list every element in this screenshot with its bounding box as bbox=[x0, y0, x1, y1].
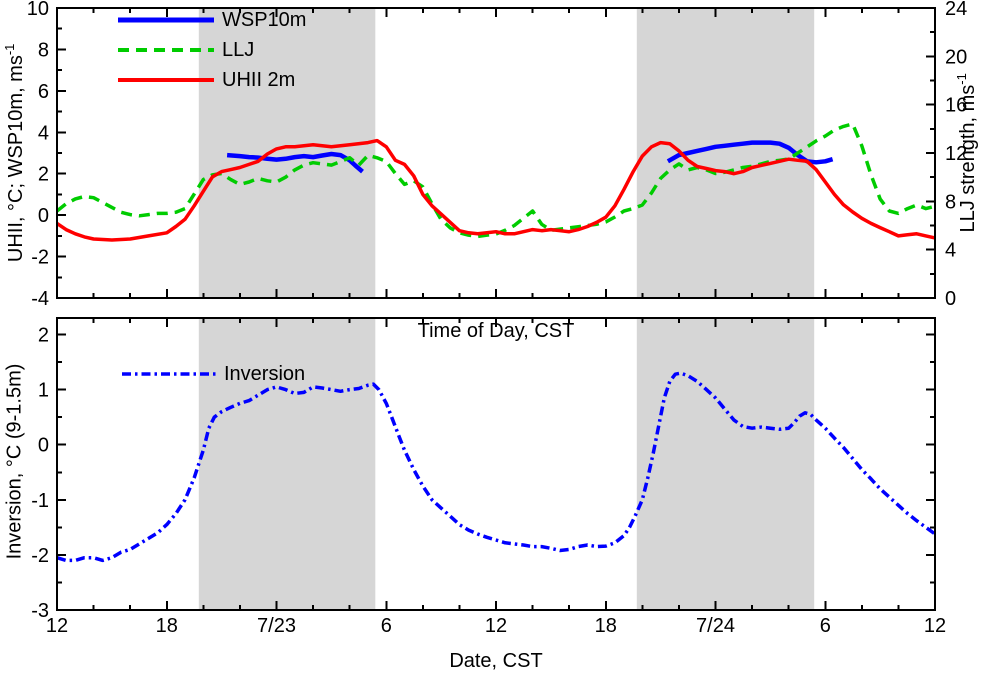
x-tick-label: 18 bbox=[595, 615, 617, 637]
top-left-axis-label: UHII, °C; WSP10m, ms-1 bbox=[2, 0, 28, 313]
y-tick-label-left: 8 bbox=[38, 39, 49, 61]
y-tick-label-right: 16 bbox=[945, 95, 967, 117]
y-tick-label-left: -2 bbox=[31, 247, 49, 269]
y-tick-label-left: -3 bbox=[31, 600, 49, 622]
series-uhii-2m-line bbox=[56, 138, 936, 242]
y-tick-label-right: 24 bbox=[945, 0, 967, 20]
series-llj-line bbox=[55, 122, 936, 239]
series-inversion-line bbox=[56, 371, 937, 563]
legend-label-uhii-2m: UHII 2m bbox=[222, 69, 296, 91]
y-tick-label-left: 0 bbox=[38, 435, 49, 457]
y-tick-label-right: 12 bbox=[945, 143, 967, 165]
bottom-left-axis-label: Inversion, °C (9-1.5m) bbox=[4, 302, 27, 622]
y-tick-label-right: 20 bbox=[945, 46, 967, 68]
night-band bbox=[198, 318, 376, 610]
legend-label-llj: LLJ bbox=[222, 39, 255, 61]
top-panel-xaxis-title: Time of Day, CST bbox=[417, 320, 575, 342]
y-tick-label-left: 4 bbox=[38, 122, 49, 144]
y-tick-label-left: 10 bbox=[27, 0, 49, 20]
bottom-left-axis-label-text: Inversion, °C (9-1.5m) bbox=[3, 363, 26, 560]
y-tick-label-right: 8 bbox=[945, 191, 956, 213]
y-tick-label-left: -4 bbox=[31, 288, 49, 310]
legend-label-wsp10m: WSP10m bbox=[222, 9, 307, 31]
y-tick-label-left: -1 bbox=[31, 490, 49, 512]
top-left-axis-label-sup: -1 bbox=[2, 43, 18, 56]
x-tick-label: 7/23 bbox=[257, 615, 296, 637]
y-tick-label-left: 1 bbox=[38, 380, 49, 402]
y-tick-label-right: 4 bbox=[945, 240, 956, 262]
y-tick-label-right: 0 bbox=[945, 288, 956, 310]
night-band bbox=[636, 318, 815, 610]
xaxis-title: Date, CST bbox=[449, 650, 543, 672]
legend-label-inversion: Inversion bbox=[224, 363, 306, 385]
top-right-axis-label-text: LLJ strength, ms bbox=[956, 84, 979, 233]
night-band bbox=[636, 8, 815, 298]
y-tick-label-left: 2 bbox=[38, 325, 49, 347]
top-left-axis-label-text: UHII, °C; WSP10m, ms bbox=[4, 55, 27, 263]
x-tick-label: 12 bbox=[924, 615, 946, 637]
x-tick-label: 7/24 bbox=[696, 615, 735, 637]
y-tick-label-left: 2 bbox=[38, 164, 49, 186]
x-tick-label: 12 bbox=[485, 615, 507, 637]
x-tick-label: 6 bbox=[381, 615, 392, 637]
y-tick-label-left: 6 bbox=[38, 81, 49, 103]
y-tick-label-left: -2 bbox=[31, 545, 49, 567]
x-tick-label: 6 bbox=[820, 615, 831, 637]
x-tick-label: 12 bbox=[46, 615, 68, 637]
series-wsp10m-line bbox=[226, 151, 364, 174]
y-tick-label-left: 0 bbox=[38, 205, 49, 227]
top-right-axis-label-sup: -1 bbox=[954, 73, 970, 85]
top-right-axis-label: LLJ strength, ms-1 bbox=[954, 0, 980, 313]
x-tick-label: 18 bbox=[156, 615, 178, 637]
